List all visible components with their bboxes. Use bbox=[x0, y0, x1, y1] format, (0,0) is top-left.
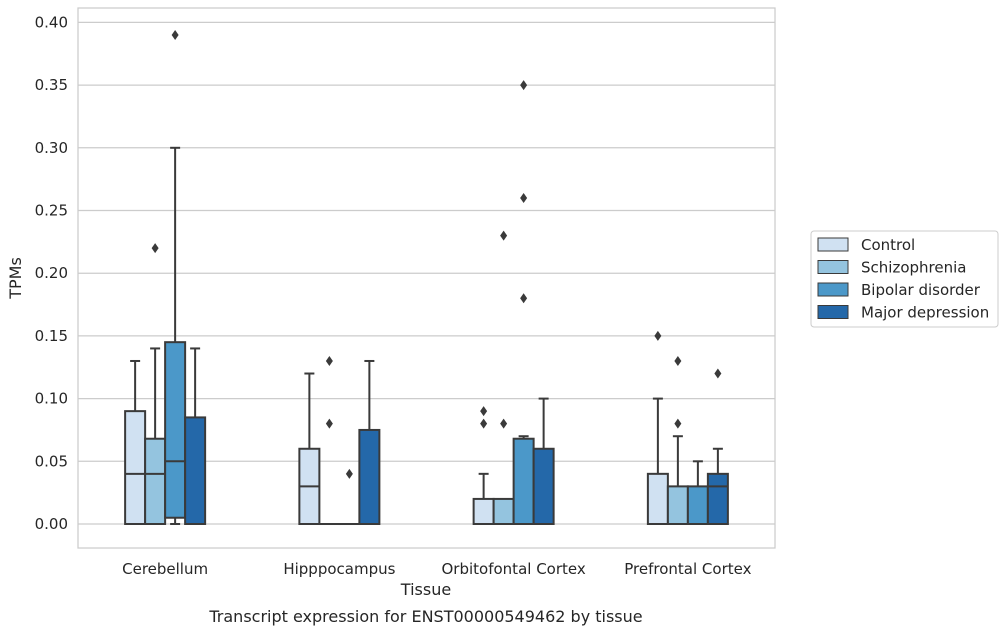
y-tick-label: 0.30 bbox=[35, 139, 68, 157]
y-tick-label: 0.35 bbox=[35, 76, 68, 94]
outlier-point bbox=[520, 80, 528, 91]
x-tick-label: Hipppocampus bbox=[283, 560, 395, 578]
outlier-point bbox=[325, 418, 333, 429]
x-tick-labels: Cerebellum Hipppocampus Orbitofontal Corte… bbox=[122, 560, 751, 578]
legend-label: Schizophrenia bbox=[861, 259, 966, 277]
y-tick-label: 0.40 bbox=[35, 13, 68, 31]
legend-label: Major depression bbox=[861, 304, 989, 322]
box-major-depression bbox=[184, 416, 207, 525]
legend-swatch bbox=[817, 282, 849, 297]
y-tick-labels: 0.00 0.05 0.10 0.15 0.20 0.25 0.30 0.35 0.40 bbox=[35, 13, 68, 533]
outlier-point bbox=[520, 293, 528, 304]
box-schizophrenia bbox=[666, 485, 689, 526]
outlier-point bbox=[674, 355, 682, 366]
box-control bbox=[472, 497, 495, 526]
legend-swatch bbox=[817, 260, 849, 274]
plot-area-frame bbox=[77, 7, 776, 549]
outlier-point bbox=[345, 468, 353, 479]
outlier-point bbox=[171, 29, 179, 40]
box-bipolar-disorder bbox=[686, 485, 709, 526]
y-axis-label: TPMs bbox=[6, 257, 25, 300]
y-tick-label: 0.20 bbox=[35, 264, 68, 282]
outlier-point bbox=[500, 230, 508, 241]
legend: Control Schizophrenia Bipolar disorder Majo… bbox=[810, 230, 999, 328]
box-group-prefrontal-cortex bbox=[646, 330, 729, 526]
box-group-cerebellum bbox=[124, 29, 207, 526]
box-major-depression bbox=[532, 447, 555, 526]
box-major-depression bbox=[706, 472, 729, 525]
y-tick-label: 0.10 bbox=[35, 390, 68, 408]
outlier-point bbox=[325, 355, 333, 366]
box-group-hipppocampus bbox=[298, 355, 381, 526]
box-bipolar-disorder bbox=[512, 437, 535, 525]
outlier-point bbox=[714, 368, 722, 379]
box-schizophrenia bbox=[492, 497, 515, 526]
box-groups bbox=[124, 29, 729, 526]
outlier-point bbox=[500, 418, 508, 429]
legend-frame bbox=[810, 230, 999, 328]
box-group-orbitofontal-cortex bbox=[472, 80, 555, 526]
y-tick-label: 0.25 bbox=[35, 202, 68, 220]
legend-swatch bbox=[817, 305, 849, 319]
box-bipolar-disorder bbox=[164, 341, 187, 519]
y-tick-label: 0.00 bbox=[35, 515, 68, 533]
legend-label: Bipolar disorder bbox=[861, 281, 981, 299]
outlier-point bbox=[480, 406, 488, 417]
outlier-point bbox=[151, 243, 159, 254]
outlier-point bbox=[654, 330, 662, 341]
outlier-point bbox=[674, 418, 682, 429]
x-tick-label: Cerebellum bbox=[122, 560, 208, 578]
legend-items: Control Schizophrenia Bipolar disorder Majo… bbox=[817, 236, 989, 322]
x-tick-label: Orbitofontal Cortex bbox=[442, 560, 586, 578]
outlier-point bbox=[520, 192, 528, 203]
outlier-point bbox=[480, 418, 488, 429]
legend-swatch bbox=[817, 237, 849, 252]
x-tick-label: Prefrontal Cortex bbox=[624, 560, 751, 578]
x-axis-label: Tissue bbox=[400, 580, 451, 599]
box-control bbox=[124, 410, 147, 526]
legend-label: Control bbox=[861, 236, 915, 254]
box-schizophrenia bbox=[144, 437, 167, 525]
y-tick-label: 0.15 bbox=[35, 327, 68, 345]
chart-caption: Transcript expression for ENST0000054946… bbox=[208, 607, 642, 626]
box-major-depression bbox=[358, 428, 381, 526]
box-control bbox=[646, 472, 669, 525]
y-tick-label: 0.05 bbox=[35, 452, 68, 470]
